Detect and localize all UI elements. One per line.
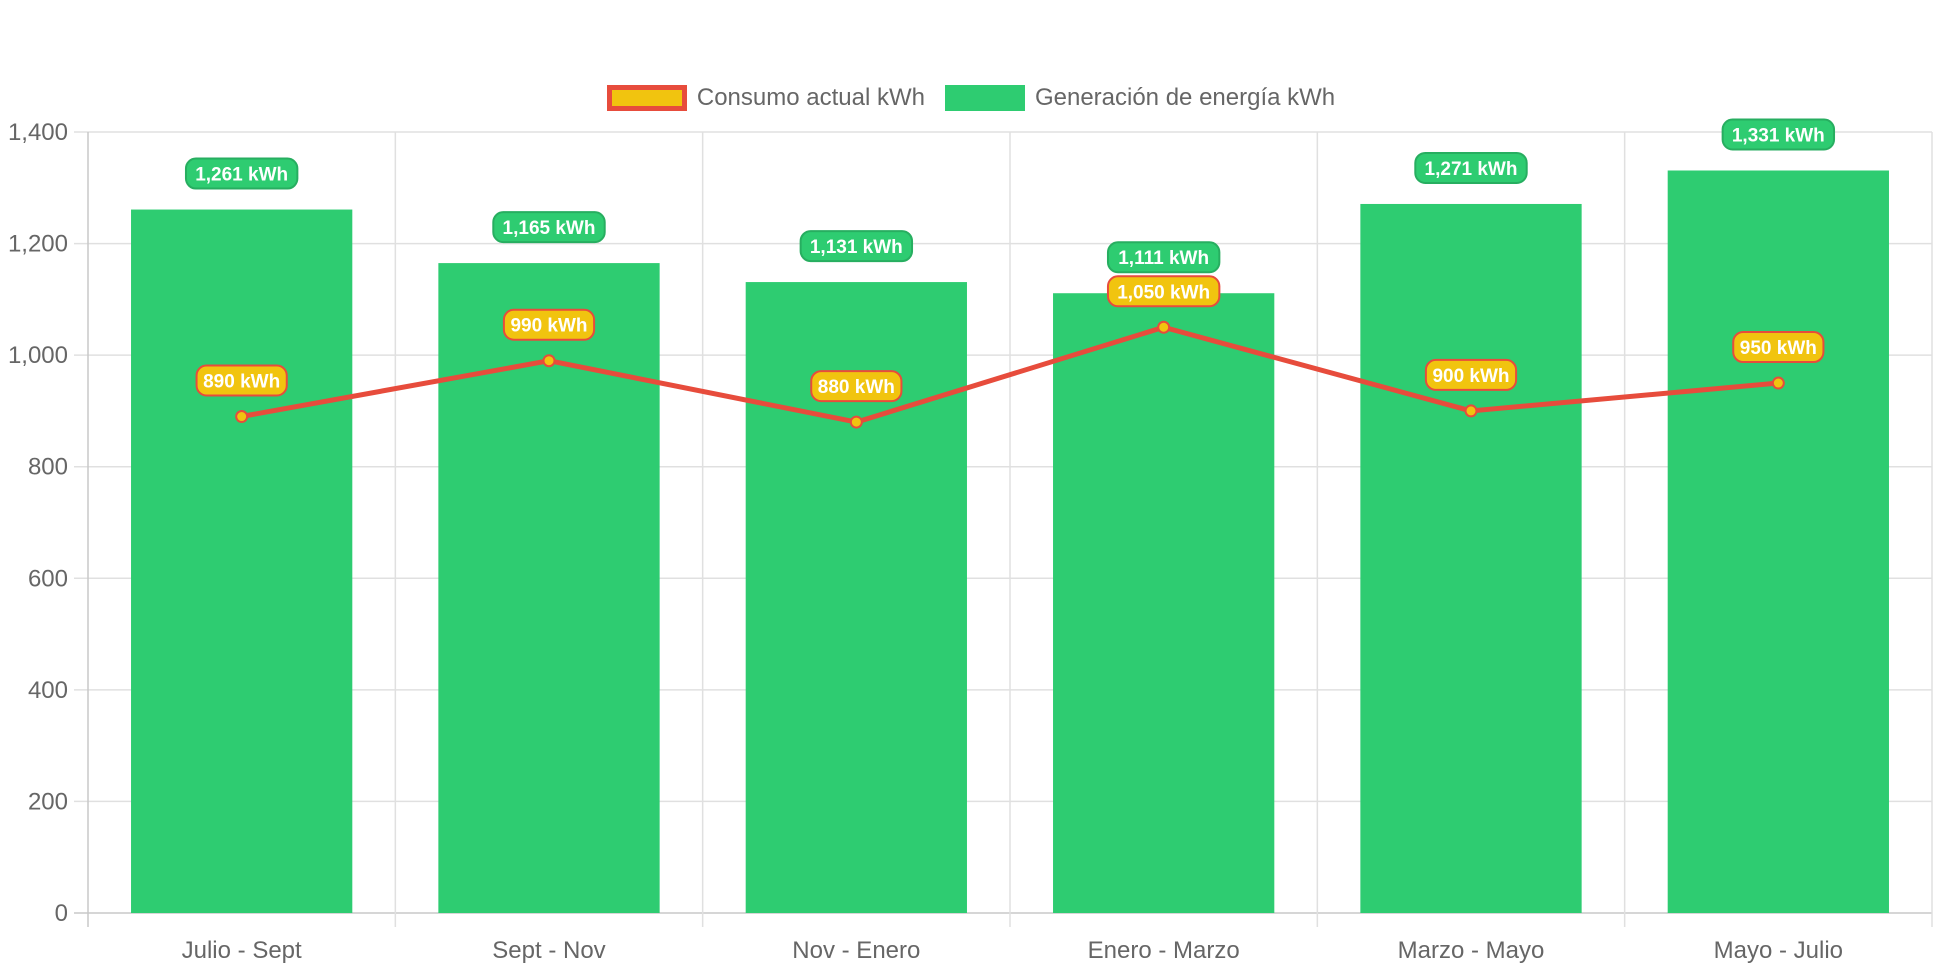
y-tick-label: 800 <box>28 454 68 481</box>
data-label-consumo-badge <box>502 308 596 341</box>
legend-label-generacion: Generación de energía kWh <box>1034 84 1336 111</box>
data-label-consumo-badge <box>810 370 903 403</box>
data-label-consumo: 990 kWh <box>510 316 587 337</box>
data-label-generacion-badge <box>1721 118 1836 151</box>
data-label-generacion: 1,261 kWh <box>195 165 288 186</box>
point-consumo <box>1157 320 1171 334</box>
data-label-generacion: 1,271 kWh <box>1425 159 1518 180</box>
x-tick-label: Enero - Marzo <box>1088 937 1240 964</box>
data-label-consumo-badge <box>1106 275 1221 308</box>
data-label-generacion-badge <box>1106 241 1221 274</box>
x-tick-label: Sept - Nov <box>492 937 605 964</box>
data-label-generacion: 1,331 kWh <box>1732 125 1825 146</box>
y-tick-label: 200 <box>28 788 68 815</box>
data-label-generacion: 1,131 kWh <box>810 237 903 258</box>
point-consumo <box>542 354 556 368</box>
x-tick-label: Julio - Sept <box>182 937 302 964</box>
legend-swatch-generacion <box>944 85 1025 111</box>
data-label-consumo: 880 kWh <box>818 377 895 398</box>
y-tick-label: 600 <box>28 565 68 592</box>
data-label-generacion-badge <box>799 230 914 263</box>
point-consumo <box>1464 404 1478 418</box>
data-label-generacion: 1,165 kWh <box>503 218 596 239</box>
data-label-generacion-badge <box>492 211 606 244</box>
data-label-generacion-badge <box>184 157 299 190</box>
point-consumo <box>1771 376 1785 390</box>
bar-generacion <box>438 263 660 913</box>
legend-label-consumo: Consumo actual kWh <box>696 84 925 111</box>
data-label-generacion: 1,111 kWh <box>1118 248 1209 269</box>
data-label-consumo: 950 kWh <box>1740 338 1817 359</box>
legend-item-generacion[interactable]: Generación de energía kWh <box>944 84 1336 112</box>
y-tick-label: 1,400 <box>8 119 68 146</box>
bar-generacion <box>131 209 353 914</box>
bar-generacion <box>1667 170 1889 914</box>
point-consumo <box>235 410 249 424</box>
data-label-consumo-badge <box>1424 358 1518 391</box>
legend-item-consumo[interactable]: Consumo actual kWh <box>606 84 925 112</box>
y-tick-label: 400 <box>28 677 68 704</box>
data-label-consumo: 900 kWh <box>1432 366 1509 387</box>
legend: Consumo actual kWh Generación de energía… <box>0 84 1942 112</box>
y-tick-label: 1,000 <box>8 342 68 369</box>
point-consumo <box>849 415 863 429</box>
bar-generacion <box>1053 293 1275 913</box>
y-tick-label: 1,200 <box>8 231 68 258</box>
data-label-generacion-badge <box>1414 151 1528 184</box>
data-label-consumo: 890 kWh <box>203 372 280 393</box>
x-tick-label: Marzo - Mayo <box>1398 937 1545 964</box>
data-label-consumo-badge <box>195 364 288 397</box>
x-tick-label: Nov - Enero <box>792 937 920 964</box>
bar-generacion <box>1360 203 1582 914</box>
y-tick-label: 0 <box>55 900 68 927</box>
line-consumo <box>241 324 1779 425</box>
data-label-consumo-badge <box>1732 331 1825 364</box>
data-label-consumo: 1,050 kWh <box>1117 282 1210 303</box>
legend-swatch-consumo <box>606 85 687 111</box>
x-tick-label: Mayo - Julio <box>1714 937 1843 964</box>
